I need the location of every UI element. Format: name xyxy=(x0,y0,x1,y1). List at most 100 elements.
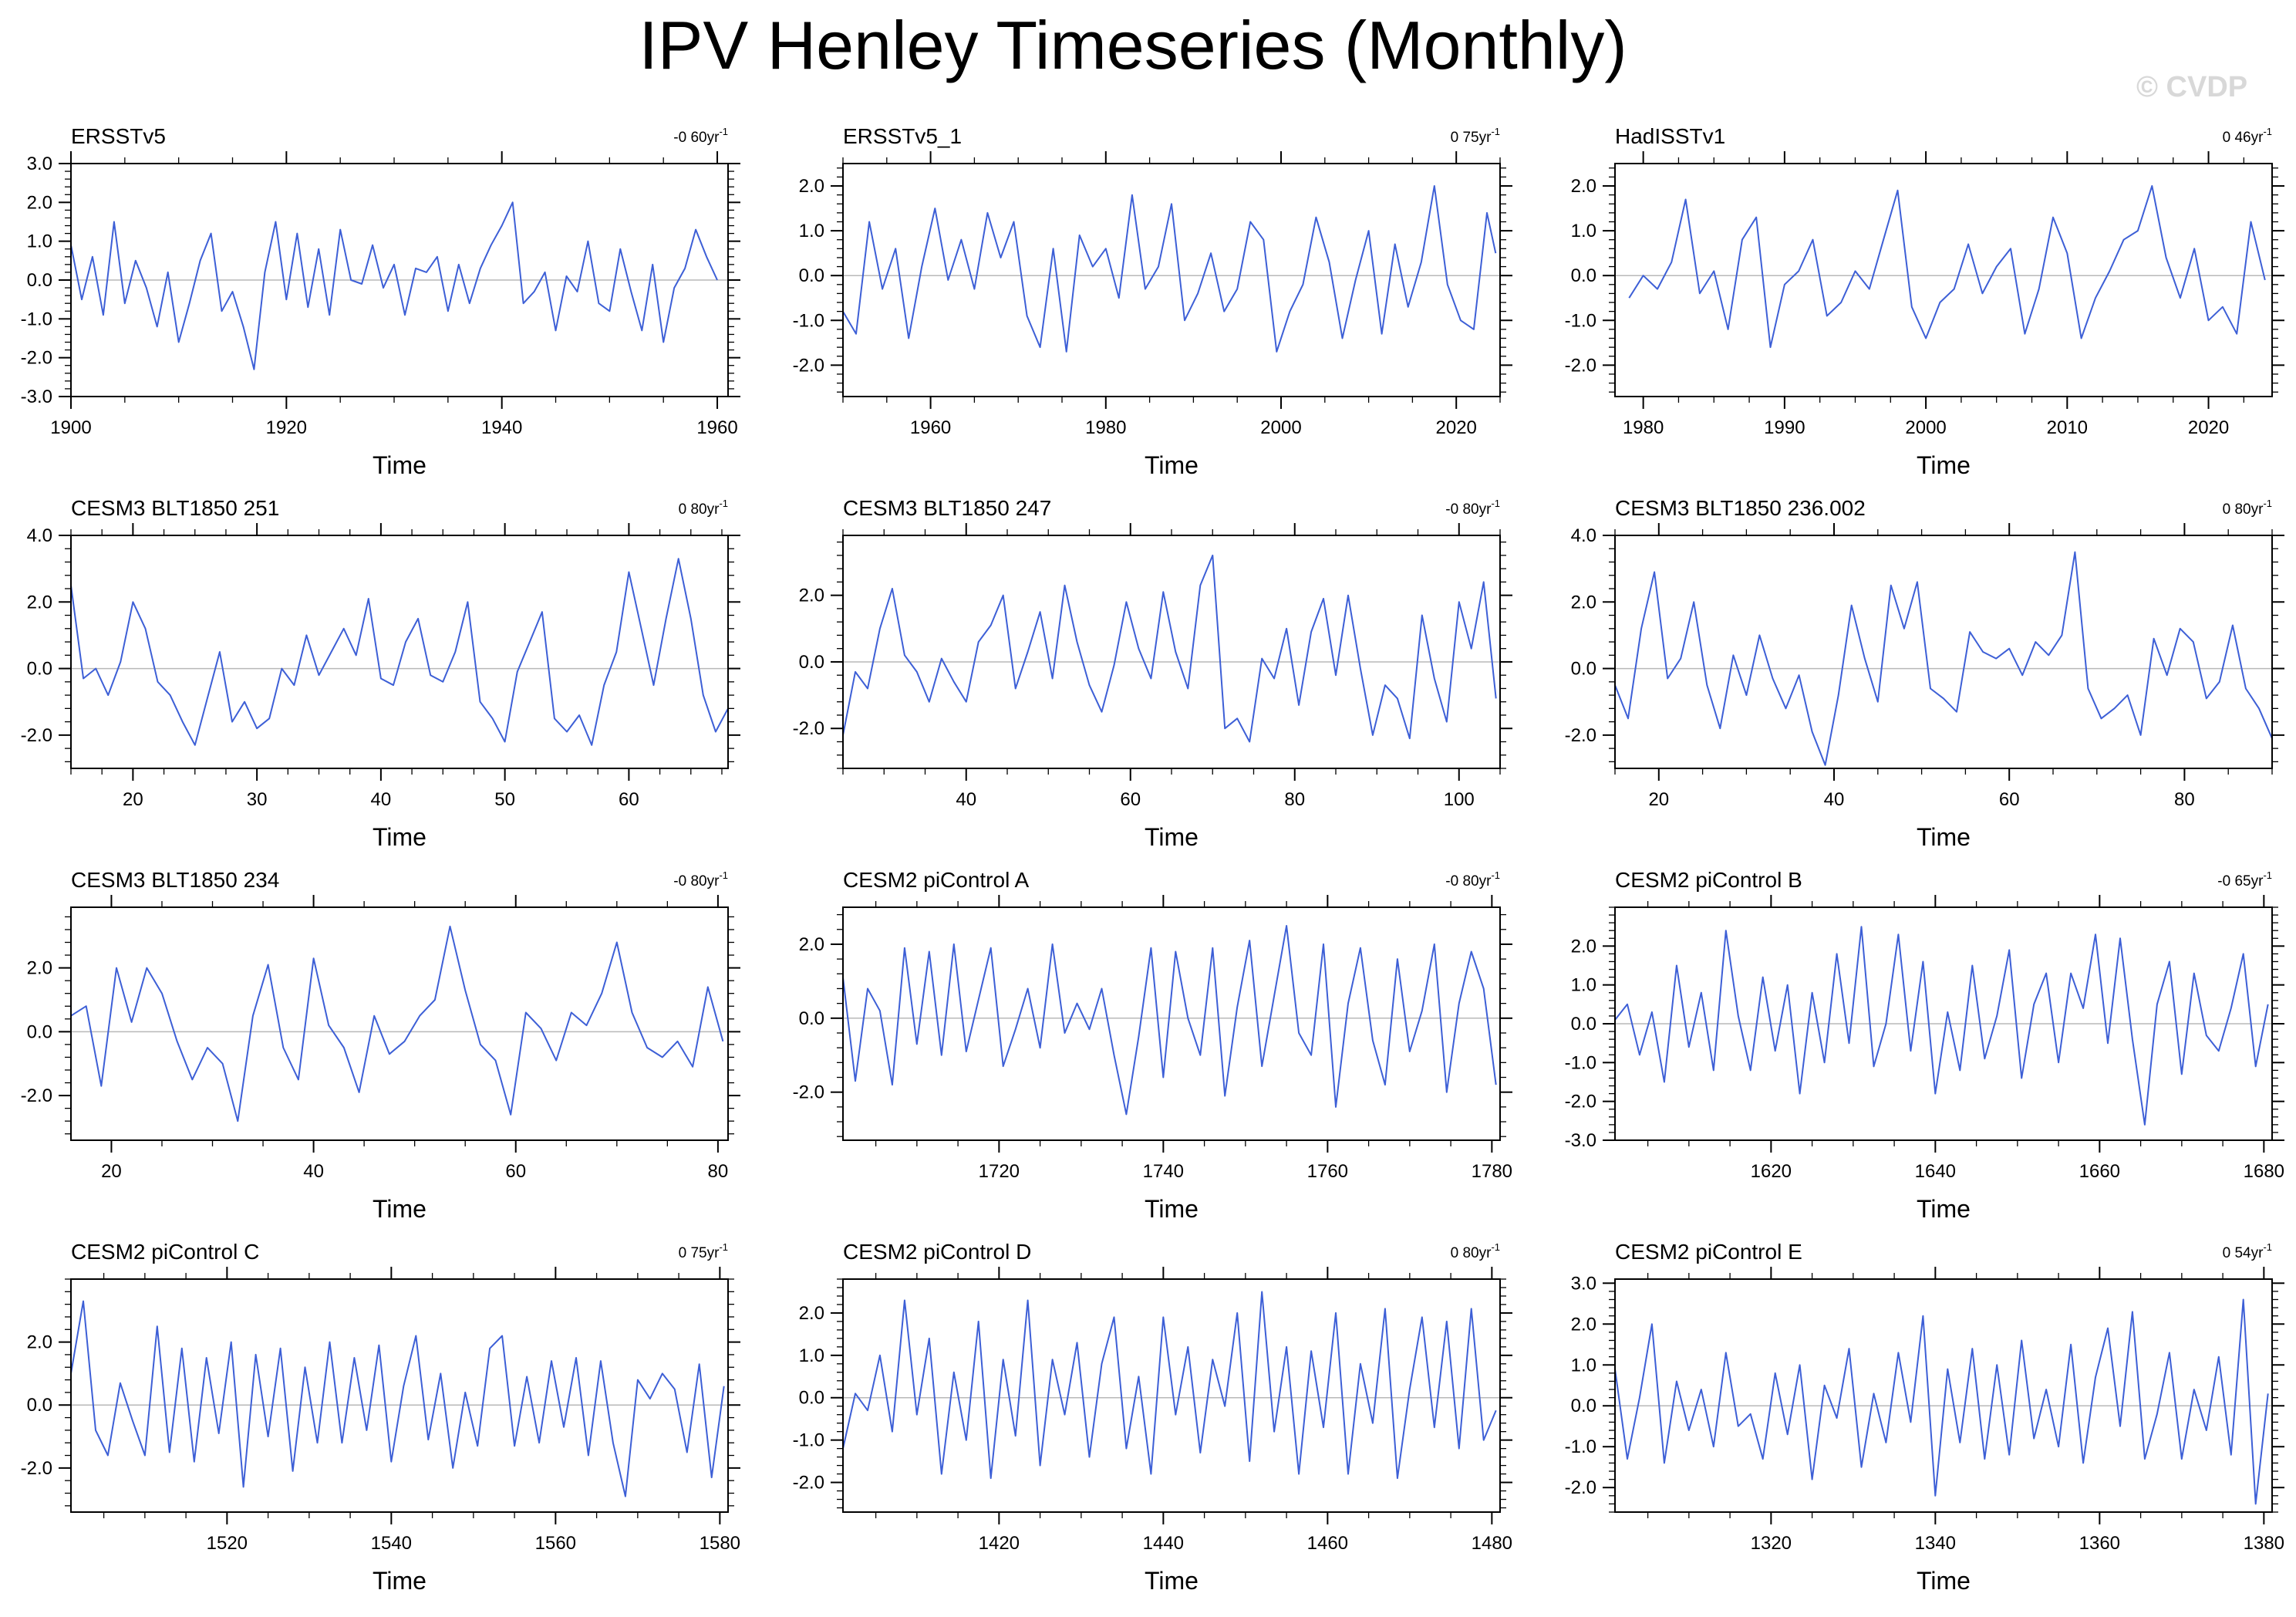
panel-3: 2.0 1.0 0.0 -1.0 -2.0 1980 1990 2000 2010 2020 Tim… xyxy=(1565,124,2284,479)
y-tick-label: 4.0 xyxy=(27,525,52,546)
y-tick-label: 2.0 xyxy=(27,958,52,979)
x-axis-label: Time xyxy=(373,1567,426,1595)
x-tick-label: 40 xyxy=(1824,789,1845,810)
panel-title: CESM2 piControl D xyxy=(843,1240,1031,1264)
x-tick-label: 1640 xyxy=(1915,1161,1956,1182)
y-tick-label: 0.0 xyxy=(799,652,824,673)
panel-9: 2.0 1.0 0.0 -1.0 -2.0 -3.0 1620 1640 1660 1680 Tim… xyxy=(1565,868,2284,1223)
x-tick-label: 1460 xyxy=(1307,1533,1348,1554)
trend-label: 0 75yr-1 xyxy=(1451,126,1500,146)
series-line xyxy=(1628,185,2266,349)
series-line xyxy=(1614,926,2269,1126)
y-tick-label: 0.0 xyxy=(1571,265,1596,286)
y-tick-label: 4.0 xyxy=(1571,525,1596,546)
panel-10: 2.0 0.0 -2.0 1520 1540 1560 1580 Time CESM2 piCo… xyxy=(21,1240,740,1595)
x-tick-label: 1960 xyxy=(910,417,951,438)
trend-exponent: -1 xyxy=(1491,498,1500,509)
y-tick-label: 2.0 xyxy=(27,592,52,613)
y-tick-label: 1.0 xyxy=(27,231,52,252)
x-tick-label: 1360 xyxy=(2079,1533,2120,1554)
series-line xyxy=(842,554,1497,743)
plot-frame xyxy=(842,535,1501,769)
x-axis-label: Time xyxy=(1145,823,1199,851)
y-tick-label: -1.0 xyxy=(1565,1436,1596,1457)
y-tick-label: -2.0 xyxy=(21,725,52,746)
y-tick-label: -2.0 xyxy=(793,355,824,376)
y-tick-label: -2.0 xyxy=(793,1082,824,1103)
y-tick-label: 2.0 xyxy=(1571,592,1596,613)
x-axis-label: Time xyxy=(1917,1567,1971,1595)
plot-frame xyxy=(842,1278,1501,1513)
figure-title: IPV Henley Timeseries (Monthly) xyxy=(639,7,1627,83)
x-tick-label: 1900 xyxy=(50,417,91,438)
y-tick-label: 1.0 xyxy=(1571,221,1596,241)
x-tick-label: 20 xyxy=(1648,789,1669,810)
plot-frame xyxy=(70,1278,729,1513)
series-line xyxy=(842,925,1497,1116)
y-tick-label: 0.0 xyxy=(1571,659,1596,680)
panel-title: CESM3 BLT1850 236.002 xyxy=(1615,496,1866,520)
y-tick-label: -1.0 xyxy=(1565,1052,1596,1073)
series-line xyxy=(842,185,1497,353)
x-axis-label: Time xyxy=(1917,1195,1971,1223)
panel-7: 2.0 0.0 -2.0 20 40 60 80 Time CESM3 BLT1850 234 -… xyxy=(21,868,740,1223)
y-tick-label: 2.0 xyxy=(27,1332,52,1353)
y-tick-label: 2.0 xyxy=(27,192,52,213)
x-tick-label: 1620 xyxy=(1751,1161,1792,1182)
x-tick-label: 80 xyxy=(708,1161,729,1182)
trend-exponent: -1 xyxy=(1491,869,1500,881)
plot-frame xyxy=(70,906,729,1141)
trend-exponent: -1 xyxy=(2263,1241,2272,1253)
y-tick-label: 1.0 xyxy=(1571,1355,1596,1376)
trend-label: 0 46yr-1 xyxy=(2223,126,2272,146)
trend-exponent: -1 xyxy=(1491,1241,1500,1253)
x-tick-label: 1990 xyxy=(1764,417,1805,438)
y-tick-label: -2.0 xyxy=(21,1085,52,1106)
x-tick-label: 40 xyxy=(303,1161,324,1182)
x-tick-label: 40 xyxy=(371,789,392,810)
x-tick-label: 1980 xyxy=(1623,417,1664,438)
series-line xyxy=(1614,551,2273,766)
trend-label: -0 80yr-1 xyxy=(1445,869,1500,890)
x-axis-label: Time xyxy=(373,451,426,479)
panel-title: CESM3 BLT1850 251 xyxy=(71,496,279,520)
panel-4: 4.0 2.0 0.0 -2.0 20 30 40 50 60 Time CESM3 BLT1850… xyxy=(21,496,740,851)
panel-title: CESM2 piControl A xyxy=(843,868,1030,892)
y-tick-label: -2.0 xyxy=(1565,1477,1596,1498)
trend-exponent: -1 xyxy=(2263,498,2272,509)
x-axis-label: Time xyxy=(1145,451,1199,479)
panel-11: 2.0 1.0 0.0 -1.0 -2.0 1420 1440 1460 1480 Time CES… xyxy=(793,1240,1512,1595)
x-tick-label: 1520 xyxy=(207,1533,248,1554)
x-tick-label: 1960 xyxy=(696,417,737,438)
panel-12: 3.0 2.0 1.0 0.0 -1.0 -2.0 1320 1340 1360 1380 Time… xyxy=(1565,1240,2284,1595)
x-axis-label: Time xyxy=(373,1195,426,1223)
panel-6: 4.0 2.0 0.0 -2.0 20 40 60 80 Time CESM3 BLT1850 2… xyxy=(1565,496,2284,851)
x-tick-label: 80 xyxy=(1284,789,1305,810)
panel-title: CESM2 piControl B xyxy=(1615,868,1802,892)
panel-title: CESM3 BLT1850 234 xyxy=(71,868,279,892)
x-tick-label: 60 xyxy=(1120,789,1141,810)
series-line xyxy=(70,1300,725,1497)
y-tick-label: -1.0 xyxy=(21,309,52,329)
y-tick-label: 0.0 xyxy=(27,659,52,680)
y-tick-label: -2.0 xyxy=(21,348,52,369)
x-tick-label: 1660 xyxy=(2079,1161,2120,1182)
y-tick-label: -2.0 xyxy=(1565,355,1596,376)
y-tick-label: -3.0 xyxy=(21,387,52,407)
trend-exponent: -1 xyxy=(719,869,728,881)
plot-frame xyxy=(842,163,1501,397)
x-tick-label: 2020 xyxy=(1436,417,1477,438)
plot-frame xyxy=(70,535,729,769)
trend-exponent: -1 xyxy=(719,126,728,137)
x-tick-label: 1780 xyxy=(1472,1161,1512,1182)
y-tick-label: 2.0 xyxy=(1571,936,1596,957)
trend-label: 0 54yr-1 xyxy=(2223,1241,2272,1261)
trend-exponent: -1 xyxy=(2263,126,2272,137)
panel-title: ERSSTv5 xyxy=(71,124,166,148)
y-tick-label: 2.0 xyxy=(799,586,824,606)
x-axis-label: Time xyxy=(1145,1567,1199,1595)
y-tick-label: 2.0 xyxy=(799,176,824,197)
trend-exponent: -1 xyxy=(719,1241,728,1253)
plot-frame xyxy=(1614,163,2273,397)
